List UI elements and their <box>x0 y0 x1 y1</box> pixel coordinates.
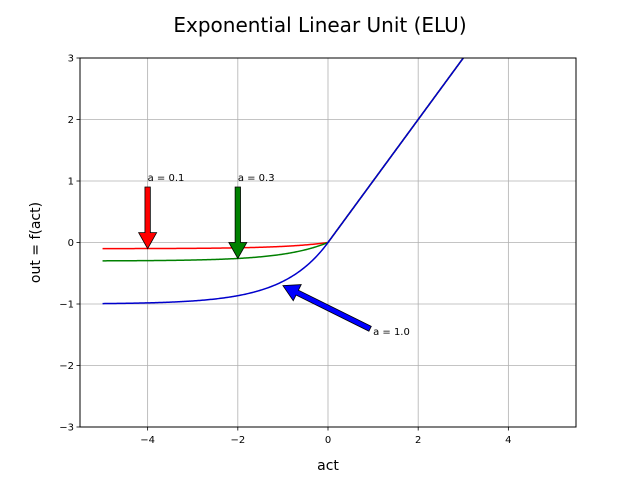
annotation-arrows: a = 0.1 a = 0.3 a = 1.0 <box>137 173 410 338</box>
y-tick-label: −3 <box>59 423 74 434</box>
y-tick-label: 3 <box>68 54 74 65</box>
annotation-label: a = 1.0 <box>373 327 410 338</box>
y-tick-label: 0 <box>68 238 74 249</box>
y-axis-label: out = f(act) <box>28 202 44 283</box>
x-tick-label: −2 <box>230 435 245 446</box>
annotation-arrow <box>137 186 158 250</box>
series-lines <box>102 57 464 305</box>
chart-title: Exponential Linear Unit (ELU) <box>173 13 466 37</box>
y-tick-label: 2 <box>68 115 74 126</box>
series-line <box>102 57 464 250</box>
y-tick-label: −1 <box>59 300 74 311</box>
x-tick-label: 2 <box>415 435 421 446</box>
annotation-arrow <box>228 186 248 260</box>
axis-ticks: −4 −2 0 2 4 −3 −2 −1 0 1 2 3 <box>59 54 511 447</box>
x-axis-label: act <box>317 458 339 474</box>
series-line <box>102 57 464 262</box>
x-tick-label: 0 <box>325 435 331 446</box>
annotation-label: a = 0.1 <box>148 173 185 184</box>
series-line <box>102 57 464 305</box>
annotation-arrow <box>282 284 372 332</box>
x-tick-label: −4 <box>140 435 155 446</box>
y-tick-label: −2 <box>59 361 74 372</box>
plot-frame <box>79 57 577 428</box>
x-tick-label: 4 <box>505 435 511 446</box>
y-tick-label: 1 <box>68 177 74 188</box>
annotation-label: a = 0.3 <box>238 173 275 184</box>
